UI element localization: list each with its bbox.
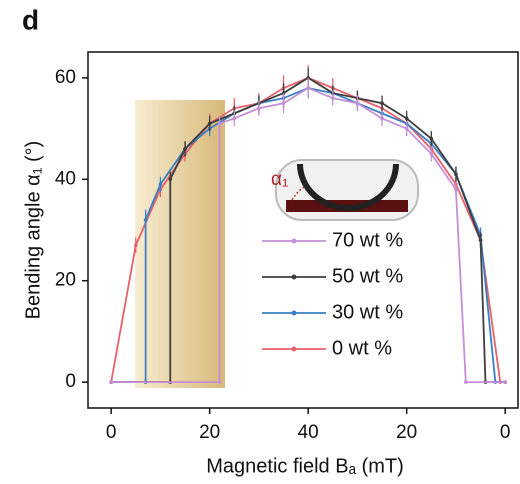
y-tick-label: 60 <box>55 67 76 88</box>
data-point <box>207 121 212 126</box>
legend-label: 70 wt % <box>332 229 403 251</box>
data-point <box>217 380 222 384</box>
legend-label: 0 wt % <box>332 337 392 359</box>
data-point <box>158 182 163 187</box>
data-point <box>232 116 237 121</box>
data-point <box>133 243 138 248</box>
legend-marker <box>291 310 297 316</box>
data-point <box>257 106 261 111</box>
data-point <box>429 136 434 141</box>
y-tick-label: 40 <box>55 168 76 189</box>
data-point <box>183 147 187 151</box>
data-point <box>109 380 113 384</box>
data-point <box>454 187 458 192</box>
y-tick-label: 20 <box>55 270 76 291</box>
x-tick-label: 20 <box>199 422 220 443</box>
data-point <box>503 380 507 384</box>
y-tick-label: 0 <box>65 371 76 392</box>
x-tick-label: 40 <box>298 422 319 443</box>
data-point <box>380 101 384 106</box>
series-line <box>110 76 506 384</box>
inset-image <box>275 159 419 221</box>
data-point <box>478 238 483 242</box>
data-point <box>168 177 173 182</box>
panel-label: d <box>22 4 39 35</box>
highlight-region <box>135 100 225 388</box>
inset-label: α₁ <box>271 169 288 190</box>
x-tick-label: 0 <box>106 422 117 443</box>
data-point <box>429 152 434 156</box>
data-point <box>463 380 468 384</box>
legend-marker <box>291 274 297 280</box>
y-axis-label: Bending angle α₁ (°) <box>22 141 44 320</box>
data-point <box>404 126 409 131</box>
data-point <box>217 121 222 126</box>
data-point <box>330 96 335 100</box>
series-line <box>111 76 506 384</box>
legend-marker <box>291 346 297 352</box>
x-tick-label: 0 <box>500 422 511 443</box>
plot-frame <box>87 51 519 409</box>
data-point <box>281 101 286 106</box>
series <box>109 67 507 384</box>
data-point <box>454 172 458 177</box>
data-point <box>404 116 409 121</box>
legend-label: 50 wt % <box>332 265 403 287</box>
data-point <box>355 101 360 106</box>
x-axis-label: Magnetic field Bₐ (mT) <box>206 455 404 477</box>
series <box>109 77 507 384</box>
x-tick-label: 20 <box>396 422 417 443</box>
data-point <box>306 86 310 90</box>
legend-marker <box>291 238 297 244</box>
legend-label: 30 wt % <box>332 301 403 323</box>
data-point <box>143 218 148 222</box>
data-point <box>380 116 384 121</box>
